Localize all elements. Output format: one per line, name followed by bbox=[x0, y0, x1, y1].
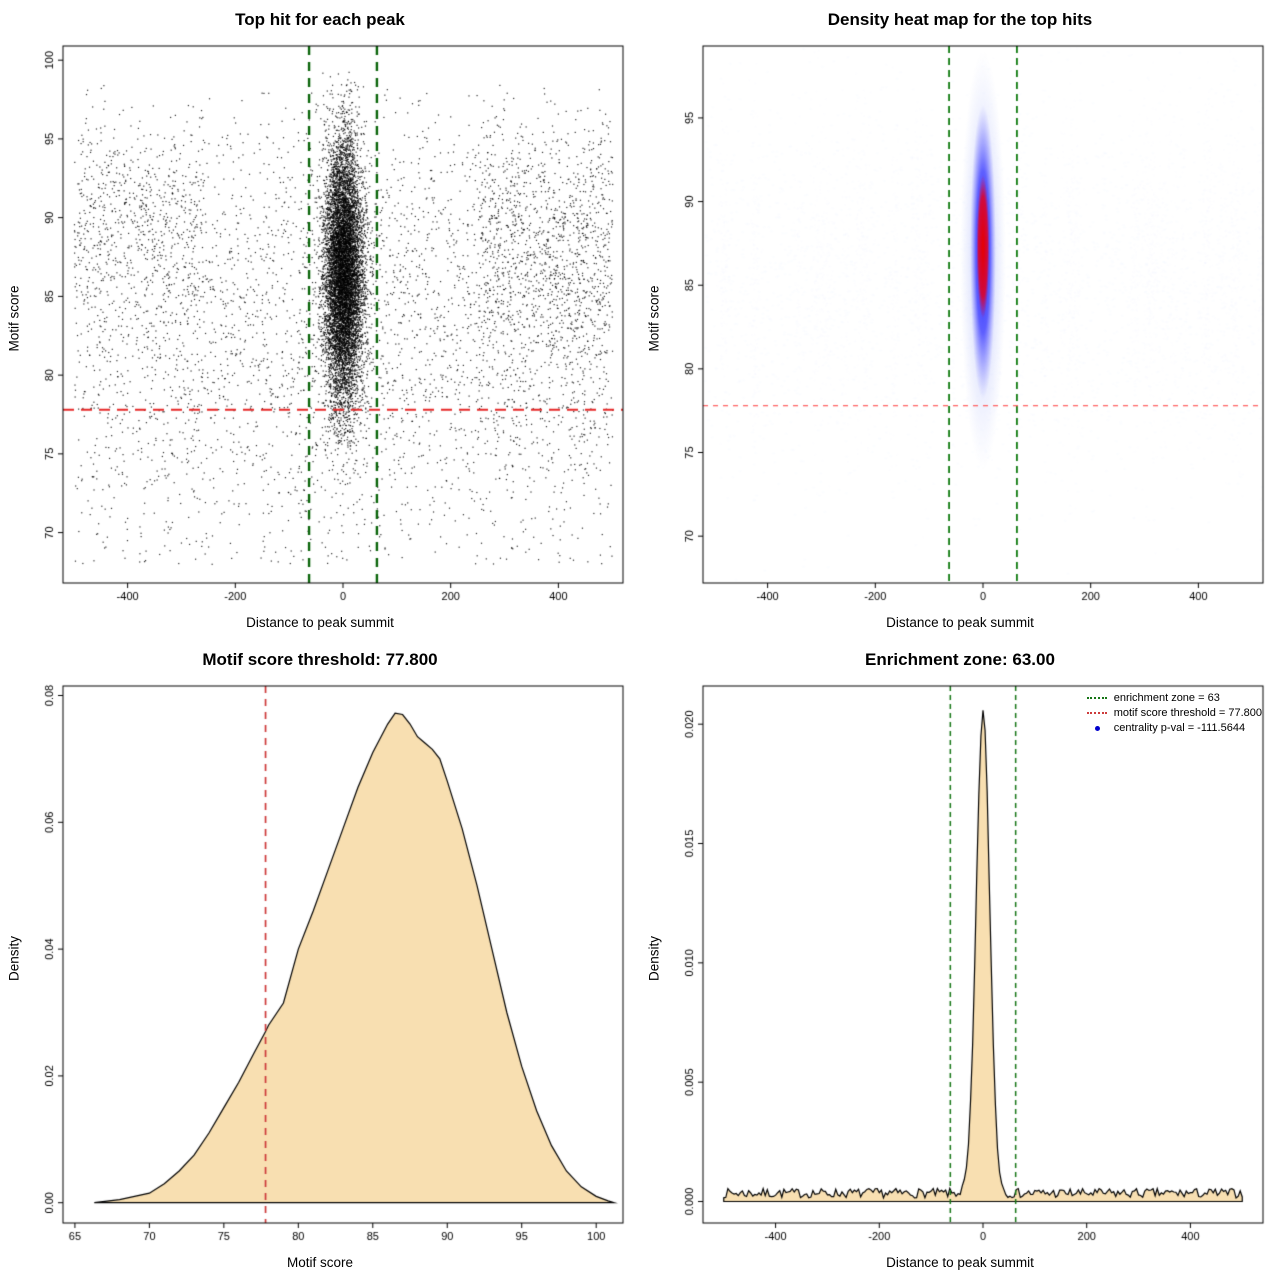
distance-density-canvas bbox=[640, 640, 1280, 1280]
legend-point-blue-icon bbox=[1094, 725, 1100, 731]
x-axis-label: Distance to peak summit bbox=[886, 1255, 1034, 1270]
panel-score-density: Motif score threshold: 77.800 Motif scor… bbox=[0, 640, 640, 1280]
legend-dotted-line-green-icon bbox=[1086, 697, 1107, 699]
legend-row: motif score threshold = 77.800 bbox=[1086, 707, 1262, 719]
legend-row: enrichment zone = 63 bbox=[1086, 692, 1262, 704]
y-axis-label: Density bbox=[646, 936, 662, 982]
x-axis-label: Distance to peak summit bbox=[246, 615, 394, 630]
scatter-canvas bbox=[0, 0, 640, 640]
panel-title: Density heat map for the top hits bbox=[827, 10, 1093, 29]
panel-distance-density: Enrichment zone: 63.00 Distance to peak … bbox=[640, 640, 1280, 1280]
heatmap-canvas bbox=[640, 0, 1280, 640]
panel-title: Motif score threshold: 77.800 bbox=[202, 650, 438, 669]
x-axis-label: Distance to peak summit bbox=[886, 615, 1034, 630]
panel-title: Top hit for each peak bbox=[235, 10, 405, 29]
x-axis-label: Motif score bbox=[286, 1255, 354, 1270]
legend-row: centrality p-val = -111.5644 bbox=[1087, 722, 1262, 734]
plot-legend: enrichment zone = 63 motif score thresho… bbox=[1086, 692, 1262, 737]
panel-scatter: Top hit for each peak Distance to peak s… bbox=[0, 0, 640, 640]
y-axis-label: Density bbox=[6, 936, 22, 982]
y-axis-label: Motif score bbox=[646, 285, 662, 352]
legend-label: centrality p-val = -111.5644 bbox=[1113, 722, 1246, 734]
score-density-canvas bbox=[0, 640, 640, 1280]
panel-title: Enrichment zone: 63.00 bbox=[865, 650, 1055, 669]
panel-heatmap: Density heat map for the top hits Distan… bbox=[640, 0, 1280, 640]
legend-label: enrichment zone = 63 bbox=[1113, 692, 1220, 704]
legend-label: motif score threshold = 77.800 bbox=[1113, 707, 1262, 719]
legend-dotted-line-red-icon bbox=[1086, 712, 1107, 714]
y-axis-label: Motif score bbox=[6, 285, 22, 352]
